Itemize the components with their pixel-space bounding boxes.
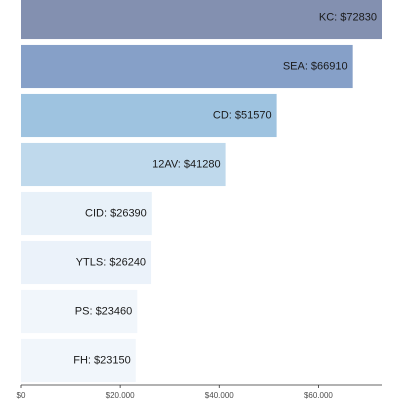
bar-sea	[21, 44, 353, 89]
bar-label-ytls: YTLS: $26240	[76, 257, 146, 269]
bar-12av	[21, 142, 226, 187]
bar-label-ps: PS: $23460	[75, 306, 133, 318]
bars-layer	[21, 0, 382, 383]
bar-label-fh: FH: $23150	[73, 355, 130, 367]
bar-cd	[21, 93, 277, 138]
bar-label-sea: SEA: $66910	[283, 61, 348, 73]
bar-label-12av: 12AV: $41280	[152, 159, 221, 171]
bar-ytls	[21, 240, 152, 285]
labels-layer: KC: $72830 SEA: $66910 CD: $51570 12AV: $41…	[73, 12, 377, 367]
x-axis: $0 $20.000 $40.000 $60.000	[17, 384, 382, 400]
bar-cid	[21, 191, 152, 236]
bar-label-cid: CID: $26390	[85, 208, 147, 220]
bar-label-kc: KC: $72830	[319, 12, 377, 24]
x-tick-label-2: $40.000	[205, 391, 234, 400]
bar-fh	[21, 338, 136, 383]
x-tick-label-1: $20.000	[106, 391, 135, 400]
x-tick-label-3: $60.000	[304, 391, 333, 400]
bar-kc	[21, 0, 382, 40]
bar-label-cd: CD: $51570	[213, 110, 272, 122]
bar-ps	[21, 289, 138, 334]
x-tick-label-0: $0	[17, 391, 26, 400]
